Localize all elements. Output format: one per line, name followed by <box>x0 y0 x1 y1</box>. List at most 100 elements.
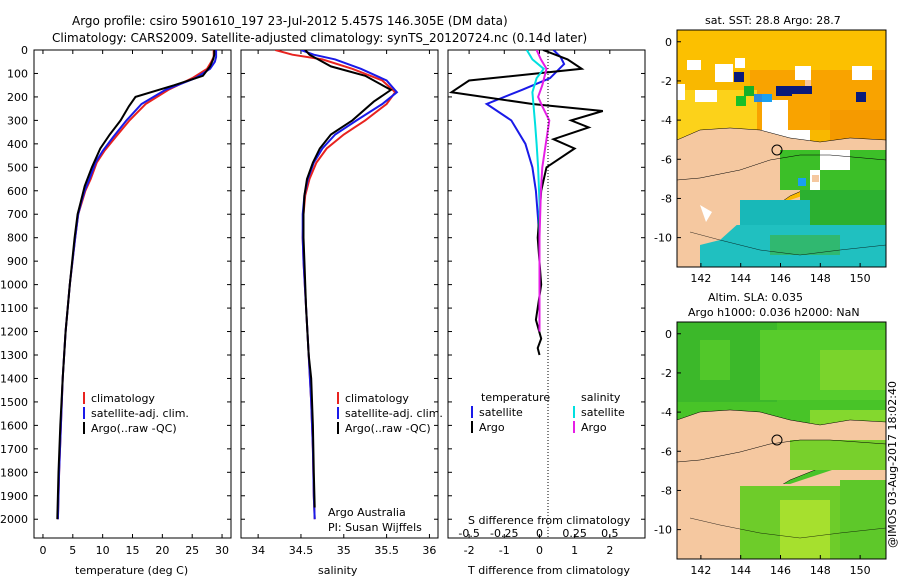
x-tick-label: 0 <box>536 544 543 557</box>
difference-series <box>448 50 604 356</box>
salinity-axes: 34 34.5 35 35.5 36 <box>241 49 438 557</box>
map-y-tick-label: -6 <box>661 445 672 458</box>
x-tick-label: 5 <box>69 544 76 557</box>
x-tick-label: 30 <box>215 544 229 557</box>
map-x-tick-label: 150 <box>850 564 871 577</box>
legend-label-climatology: climatology <box>345 392 409 405</box>
legend-label-argo: Argo(..raw -QC) <box>345 422 431 435</box>
top-tick-label: 0.25 <box>562 527 587 540</box>
map-x-tick-label: 146 <box>770 272 791 285</box>
map-bottom-title-line2: Argo h1000: 0.036 h2000: NaN <box>688 306 860 319</box>
map-y-tick-label: 0 <box>665 328 672 341</box>
x-tick-label: 2 <box>606 544 613 557</box>
y-tick-label: 1700 <box>0 443 28 456</box>
y-tick-label: 800 <box>7 232 28 245</box>
map-top-axes: 142 144 146 148 150 0 -2 -4 -6 -8 -10 <box>654 36 871 285</box>
figure-title-line2: Climatology: CARS2009. Satellite-adjuste… <box>52 31 587 45</box>
map-y-tick-label: -10 <box>654 524 672 537</box>
legend-label-argo: Argo(..raw -QC) <box>91 422 177 435</box>
x-tick-label: 20 <box>155 544 169 557</box>
map-top-frame <box>676 29 887 268</box>
map-x-tick-label: 144 <box>730 564 751 577</box>
y-tick-label: 0 <box>21 44 28 57</box>
x-tick-label: -2 <box>464 544 475 557</box>
map-y-tick-label: -10 <box>654 232 672 245</box>
salinity-legend: climatology satellite-adj. clim. Argo(..… <box>337 392 443 435</box>
x-tick-label: 1 <box>571 544 578 557</box>
map-y-tick-label: -2 <box>661 367 672 380</box>
y-tick-label: 1000 <box>0 279 28 292</box>
map-bottom-argo-location <box>771 434 783 446</box>
map-x-tick-label: 144 <box>730 272 751 285</box>
salinity-series <box>275 50 399 520</box>
y-tick-label: 400 <box>7 138 28 151</box>
map-bottom <box>677 322 886 559</box>
temperature-panel-frame <box>33 49 232 539</box>
map-y-tick-label: -4 <box>661 406 672 419</box>
legend-label-satellite: satellite-adj. clim. <box>91 407 189 420</box>
x-tick-label: 0 <box>39 544 46 557</box>
salinity-annotation-line1: Argo Australia <box>328 506 406 519</box>
difference-top-tick-labels: -0.5 -0.25 0 0.25 0.5 <box>458 527 618 540</box>
legend-label-s-argo: Argo <box>581 421 607 434</box>
y-tick-label: 700 <box>7 208 28 221</box>
y-tick-label: 300 <box>7 114 28 127</box>
difference-legend: temperature salinity satellite Argo sate… <box>471 391 625 434</box>
x-tick-label: -1 <box>499 544 510 557</box>
y-tick-label: 1600 <box>0 419 28 432</box>
legend-label-t-argo: Argo <box>479 421 505 434</box>
legend-head-salinity: salinity <box>581 391 621 404</box>
y-tick-label: 1100 <box>0 302 28 315</box>
credit-text: @IMOS 03-Aug-2017 18:02:40 <box>886 381 899 548</box>
salinity-xlabel: salinity <box>318 564 358 577</box>
map-x-tick-label: 142 <box>690 564 711 577</box>
map-x-tick-label: 150 <box>850 272 871 285</box>
difference-axes: -2 -1 0 1 2 <box>448 49 645 557</box>
y-tick-label: 2000 <box>0 513 28 526</box>
x-tick-label: 15 <box>126 544 140 557</box>
legend-label-climatology: climatology <box>91 392 155 405</box>
x-tick-label: 34.5 <box>289 544 314 557</box>
map-bottom-frame <box>676 321 887 560</box>
series-line-temperature-argo <box>448 50 604 356</box>
map-y-tick-label: -8 <box>661 484 672 497</box>
y-tick-label: 200 <box>7 91 28 104</box>
map-y-tick-label: -4 <box>661 114 672 127</box>
map-y-tick-label: -6 <box>661 153 672 166</box>
x-tick-label: 34 <box>251 544 265 557</box>
legend-label-s-satellite: satellite <box>581 406 625 419</box>
y-tick-label: 1800 <box>0 466 28 479</box>
top-tick-label: 0 <box>536 527 543 540</box>
series-line-argo-raw-qc- <box>56 50 216 520</box>
salinity-panel-frame <box>240 49 439 539</box>
temperature-axes: 0100200300400500600700800900100011001200… <box>0 44 231 557</box>
y-tick-label: 1300 <box>0 349 28 362</box>
map-y-tick-label: 0 <box>665 36 672 49</box>
map-y-tick-label: -8 <box>661 192 672 205</box>
map-bottom-axes: 142 144 146 148 150 0 -2 -4 -6 -8 -10 <box>654 328 871 577</box>
map-top-argo-location <box>771 144 783 156</box>
legend-label-t-satellite: satellite <box>479 406 523 419</box>
figure-title-line1: Argo profile: csiro 5901610_197 23-Jul-2… <box>72 14 508 28</box>
map-x-tick-label: 146 <box>770 564 791 577</box>
map-bottom-title-line1: Altim. SLA: 0.035 <box>708 291 803 304</box>
y-tick-label: 900 <box>7 255 28 268</box>
x-tick-label: 36 <box>422 544 436 557</box>
map-x-tick-label: 148 <box>810 272 831 285</box>
top-tick-label: -0.25 <box>490 527 518 540</box>
map-top <box>677 30 886 267</box>
map-y-tick-label: -2 <box>661 75 672 88</box>
temperature-series <box>56 50 218 520</box>
y-tick-label: 1500 <box>0 396 28 409</box>
series-line-salinity-argo <box>535 50 551 332</box>
y-tick-label: 600 <box>7 185 28 198</box>
y-tick-label: 1400 <box>0 372 28 385</box>
top-tick-label: -0.5 <box>458 527 479 540</box>
map-x-tick-label: 142 <box>690 272 711 285</box>
y-tick-label: 500 <box>7 161 28 174</box>
map-x-tick-label: 148 <box>810 564 831 577</box>
difference-xlabel: T difference from climatology <box>467 564 630 577</box>
top-tick-label: 0.5 <box>601 527 619 540</box>
y-tick-label: 1900 <box>0 490 28 503</box>
